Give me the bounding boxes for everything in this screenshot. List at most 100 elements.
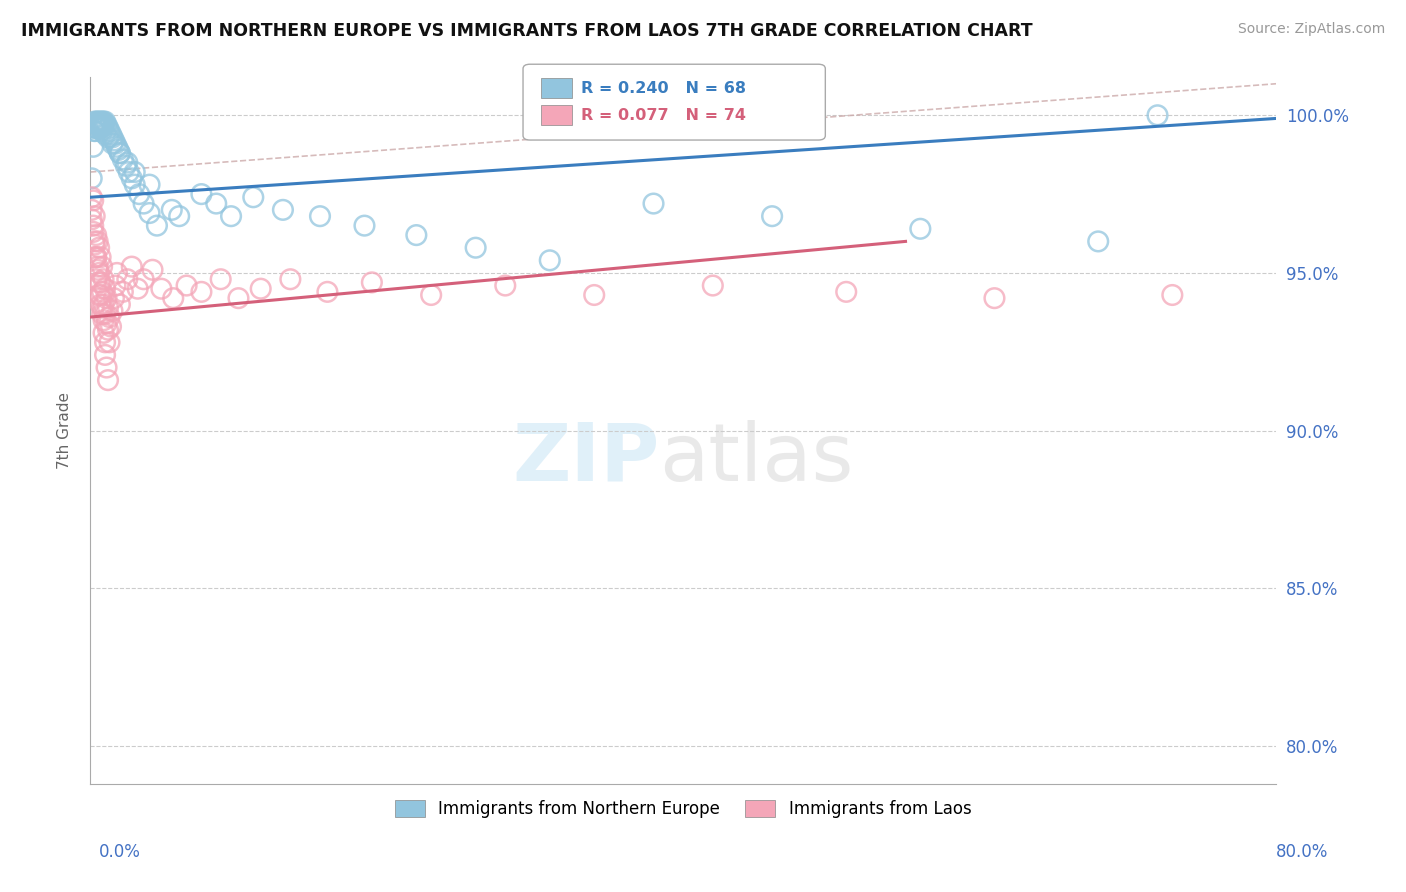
Point: [132, 272, 155, 286]
Point: [271, 202, 294, 217]
Point: [108, 297, 131, 311]
Point: [91, 301, 114, 315]
Point: [96, 360, 118, 375]
Point: [83, 250, 105, 264]
Point: [1146, 108, 1168, 122]
Point: [117, 155, 139, 169]
Point: [89, 288, 111, 302]
Point: [84, 120, 107, 135]
Point: [420, 288, 443, 302]
Point: [107, 143, 129, 157]
Point: [111, 153, 134, 167]
Point: [98, 310, 121, 324]
Point: [84, 114, 107, 128]
Point: [1161, 288, 1184, 302]
Point: [761, 209, 783, 223]
Point: [94, 282, 117, 296]
Point: [160, 202, 183, 217]
Point: [128, 187, 150, 202]
Point: [205, 196, 228, 211]
Point: [97, 130, 120, 145]
Point: [103, 134, 125, 148]
Point: [910, 221, 932, 235]
Point: [111, 285, 134, 299]
Point: [101, 130, 124, 145]
Point: [121, 260, 143, 274]
Point: [494, 278, 516, 293]
Point: [83, 124, 105, 138]
Point: [124, 178, 146, 192]
Point: [190, 187, 212, 202]
Point: [105, 140, 128, 154]
Point: [80, 171, 103, 186]
Point: [141, 262, 163, 277]
Point: [84, 272, 107, 286]
Point: [86, 260, 108, 274]
Point: [83, 235, 105, 249]
Text: R = 0.077   N = 74: R = 0.077 N = 74: [581, 108, 745, 122]
Point: [86, 235, 108, 249]
Point: [538, 253, 561, 268]
Text: atlas: atlas: [659, 420, 853, 498]
Point: [702, 278, 724, 293]
Point: [96, 317, 118, 331]
Point: [82, 194, 104, 208]
Point: [127, 282, 149, 296]
Point: [464, 241, 486, 255]
Point: [91, 260, 114, 274]
Point: [84, 250, 107, 264]
Point: [94, 307, 117, 321]
Point: [176, 278, 198, 293]
Point: [94, 127, 117, 141]
Text: 80.0%: 80.0%: [1277, 843, 1329, 861]
Point: [86, 114, 108, 128]
Point: [101, 136, 124, 151]
Point: [83, 114, 105, 128]
Point: [82, 140, 104, 154]
Point: [132, 196, 155, 211]
Point: [146, 219, 169, 233]
Point: [91, 307, 114, 321]
Point: [98, 335, 121, 350]
Point: [83, 124, 105, 138]
Point: [90, 288, 112, 302]
Point: [90, 276, 112, 290]
Point: [86, 262, 108, 277]
Point: [90, 250, 112, 264]
Point: [82, 225, 104, 239]
Point: [124, 165, 146, 179]
Point: [138, 178, 160, 192]
Point: [97, 120, 120, 135]
Point: [138, 206, 160, 220]
Point: [86, 120, 108, 135]
Point: [100, 127, 122, 141]
Point: [89, 276, 111, 290]
Point: [89, 118, 111, 132]
Point: [405, 228, 427, 243]
Point: [583, 288, 606, 302]
Point: [643, 196, 665, 211]
Point: [94, 114, 117, 128]
Point: [360, 276, 382, 290]
Point: [242, 190, 264, 204]
Point: [118, 165, 141, 179]
Point: [93, 272, 115, 286]
Point: [89, 266, 111, 280]
Point: [835, 285, 858, 299]
Point: [91, 285, 114, 299]
Point: [83, 237, 105, 252]
Point: [167, 209, 190, 223]
Point: [228, 291, 250, 305]
Point: [90, 120, 112, 135]
Point: [309, 209, 332, 223]
Text: ZIP: ZIP: [512, 420, 659, 498]
Point: [89, 241, 111, 255]
Text: IMMIGRANTS FROM NORTHERN EUROPE VS IMMIGRANTS FROM LAOS 7TH GRADE CORRELATION CH: IMMIGRANTS FROM NORTHERN EUROPE VS IMMIG…: [21, 22, 1033, 40]
Point: [96, 118, 118, 132]
Point: [150, 282, 173, 296]
Point: [105, 266, 128, 280]
Point: [121, 171, 143, 186]
Text: R = 0.240   N = 68: R = 0.240 N = 68: [581, 81, 745, 95]
Point: [97, 301, 120, 315]
Point: [96, 291, 118, 305]
